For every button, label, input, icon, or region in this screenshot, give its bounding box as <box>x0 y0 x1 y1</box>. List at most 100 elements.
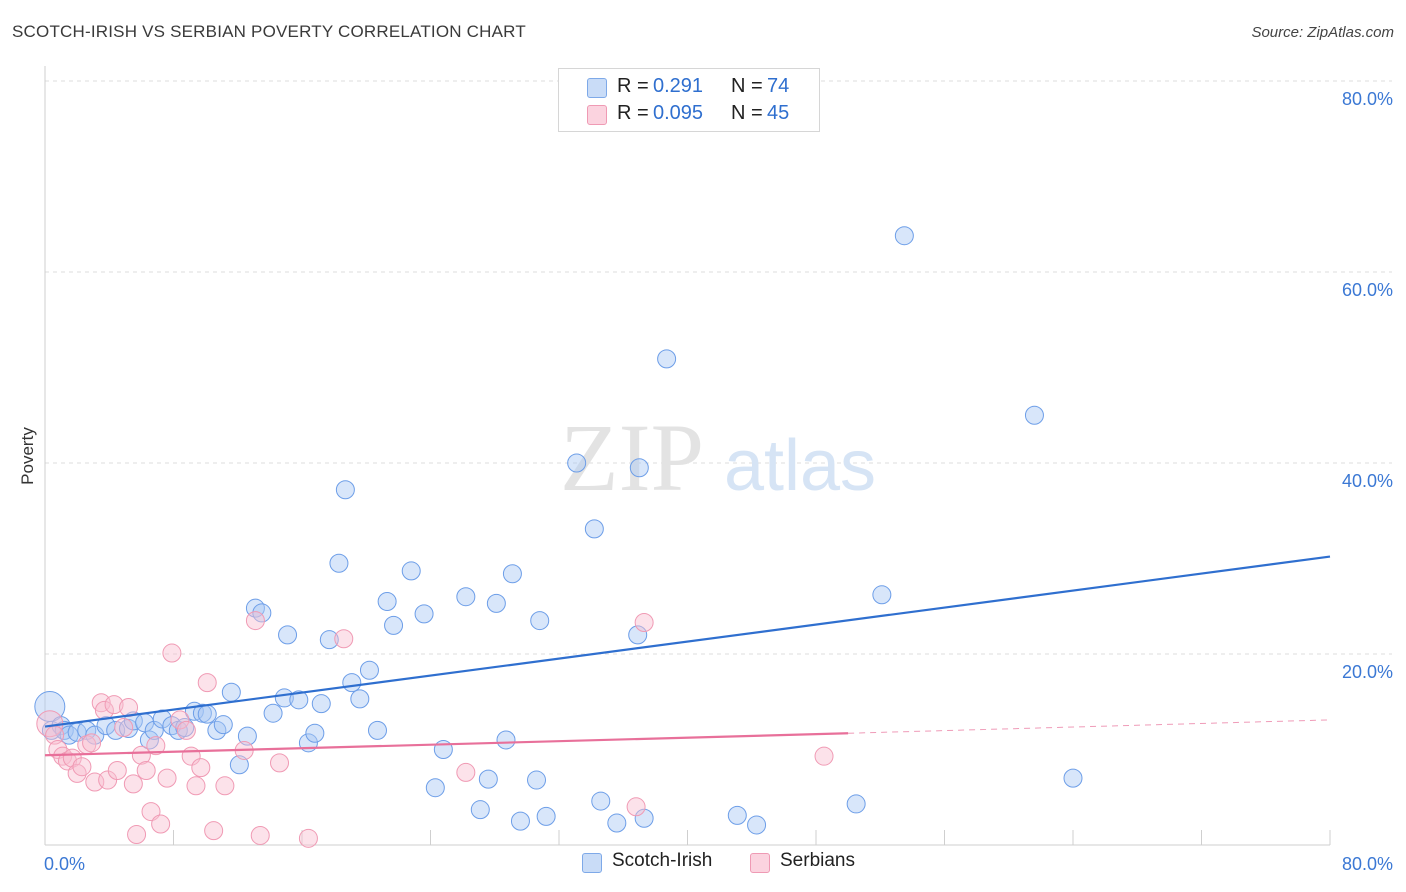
legend-n-value: 45 <box>767 102 790 124</box>
axis-labels: 20.0% 40.0% 60.0% 80.0% 0.0% 80.0% Poverty <box>18 89 1393 874</box>
point-serbians <box>626 797 646 817</box>
point-scotch-irish <box>846 794 866 814</box>
point-scotch-irish <box>213 715 233 735</box>
data-points <box>34 226 1083 848</box>
point-scotch-irish <box>629 458 649 478</box>
source-credit: Source: ZipAtlas.com <box>1251 24 1394 41</box>
legend-n-value: 74 <box>767 75 790 97</box>
point-serbians <box>634 612 654 632</box>
point-scotch-irish <box>536 806 556 826</box>
point-scotch-irish <box>229 755 249 775</box>
point-scotch-irish <box>607 813 627 833</box>
point-scotch-irish <box>252 603 272 623</box>
point-scotch-irish <box>894 226 914 246</box>
point-scotch-irish <box>367 720 387 740</box>
point-scotch-irish <box>311 694 331 714</box>
point-scotch-irish <box>359 660 379 680</box>
legend-row-scotch-irish: R = 0.291 N = 74 <box>559 75 819 101</box>
point-scotch-irish <box>591 791 611 811</box>
legend-r-label: R = <box>617 102 649 124</box>
point-scotch-irish <box>221 682 241 702</box>
point-serbians <box>162 643 182 663</box>
legend-r-value: 0.291 <box>653 75 704 97</box>
point-serbians <box>67 763 87 783</box>
point-scotch-irish <box>319 630 339 650</box>
point-scotch-irish <box>584 519 604 539</box>
point-scotch-irish <box>510 811 530 831</box>
point-scotch-irish <box>414 604 434 624</box>
axes <box>44 66 1331 846</box>
point-scotch-irish <box>527 770 547 790</box>
point-serbians <box>151 814 171 834</box>
legend-r-label: R = <box>617 75 649 97</box>
point-serbians <box>456 762 476 782</box>
y-tick-label: 20.0% <box>1342 662 1393 682</box>
point-serbians <box>814 746 834 766</box>
point-scotch-irish <box>384 615 404 635</box>
grid-lines <box>45 80 1392 655</box>
point-scotch-irish <box>342 673 362 693</box>
point-serbians <box>136 761 156 781</box>
point-scotch-irish <box>401 561 421 581</box>
point-scotch-irish <box>377 591 397 611</box>
legend-r-value: 0.095 <box>653 102 704 124</box>
point-serbians <box>131 745 151 765</box>
point-serbians <box>123 774 143 794</box>
point-serbians <box>245 611 265 631</box>
y-axis-label: Poverty <box>18 427 37 485</box>
legend-swatch-serbians <box>750 853 770 873</box>
point-serbians <box>298 828 318 848</box>
trend-line-serbians <box>44 732 849 757</box>
point-scotch-irish <box>263 703 283 723</box>
point-scotch-irish <box>456 587 476 607</box>
point-serbians <box>72 757 92 777</box>
y-tick-label: 80.0% <box>1342 89 1393 109</box>
point-serbians <box>250 825 270 845</box>
legend-swatch-scotch-irish <box>582 853 602 873</box>
point-scotch-irish <box>197 704 217 724</box>
point-scotch-irish <box>747 815 767 835</box>
point-serbians <box>270 753 290 773</box>
correlation-legend: R = 0.291 N = 74 R = 0.095 N = 45 <box>558 68 820 132</box>
legend-label-scotch-irish: Scotch-Irish <box>612 850 713 871</box>
point-serbians <box>98 770 118 790</box>
point-serbians <box>127 824 147 844</box>
point-serbians <box>104 695 124 715</box>
legend-n-label: N = <box>731 102 763 124</box>
point-serbians <box>170 710 190 730</box>
chart-title: SCOTCH-IRISH VS SERBIAN POVERTY CORRELAT… <box>12 22 526 41</box>
point-scotch-irish <box>278 625 298 645</box>
legend-label-serbians: Serbians <box>780 850 855 871</box>
point-scotch-irish <box>85 725 105 745</box>
point-serbians <box>107 761 127 781</box>
x-tick-label: 80.0% <box>1342 854 1393 874</box>
point-scotch-irish <box>478 769 498 789</box>
trend-lines <box>44 555 1331 757</box>
point-scotch-irish <box>329 553 349 573</box>
point-scotch-irish <box>628 625 648 645</box>
point-scotch-irish <box>496 730 516 750</box>
legend-swatch-scotch-irish <box>587 78 607 98</box>
y-tick-label: 40.0% <box>1342 471 1393 491</box>
point-serbians <box>114 718 134 738</box>
point-serbians <box>204 821 224 841</box>
watermark: ZIP atlas <box>560 404 876 511</box>
point-scotch-irish <box>502 564 522 584</box>
point-serbians <box>215 776 235 796</box>
y-tick-label: 60.0% <box>1342 280 1393 300</box>
point-scotch-irish <box>350 689 370 709</box>
point-scotch-irish <box>470 800 490 820</box>
point-serbians <box>186 776 206 796</box>
point-scotch-irish <box>657 349 677 369</box>
point-scotch-irish <box>305 723 325 743</box>
legend-swatch-serbians <box>587 105 607 125</box>
point-scotch-irish <box>1063 768 1083 788</box>
point-scotch-irish <box>872 585 892 605</box>
point-scotch-irish <box>335 480 355 500</box>
point-serbians <box>197 673 217 693</box>
point-scotch-irish <box>634 808 654 828</box>
point-scotch-irish <box>1024 405 1044 425</box>
legend-n-label: N = <box>731 75 763 97</box>
x-tick-label: 0.0% <box>44 854 85 874</box>
